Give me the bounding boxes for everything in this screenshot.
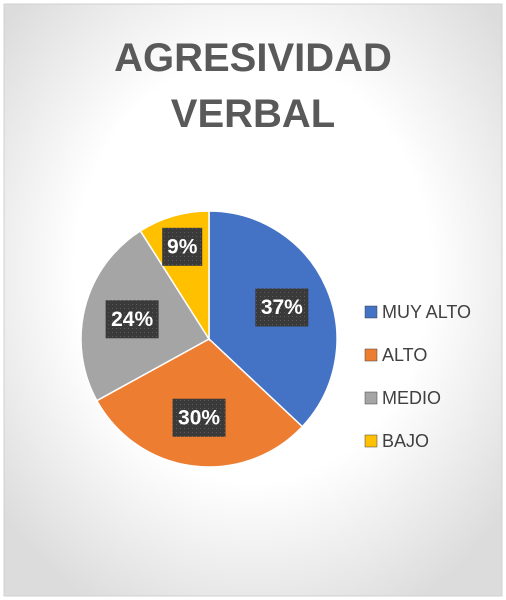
data-label-box bbox=[255, 288, 309, 327]
data-label: 24% bbox=[111, 308, 153, 331]
legend-swatch bbox=[364, 391, 378, 405]
legend-swatch bbox=[364, 305, 378, 319]
legend-label: MEDIO bbox=[382, 388, 441, 408]
legend-label: BAJO bbox=[382, 431, 429, 451]
pie: 37% 30% 24% 9% bbox=[80, 210, 338, 468]
legend-swatch bbox=[364, 434, 378, 448]
legend-label: ALTO bbox=[382, 345, 427, 365]
data-label: 37% bbox=[261, 296, 303, 319]
data-label: 9% bbox=[167, 235, 198, 258]
data-label: 30% bbox=[178, 406, 220, 429]
legend: MUY ALTO ALTO MEDIO BAJO bbox=[364, 302, 471, 451]
chart-title: AGRESIVIDAD VERBAL bbox=[114, 36, 392, 136]
legend-swatch bbox=[364, 348, 378, 362]
data-label-box bbox=[172, 398, 226, 437]
legend-label: MUY ALTO bbox=[382, 302, 471, 322]
data-label-box bbox=[105, 300, 159, 339]
data-label-box bbox=[162, 227, 203, 266]
